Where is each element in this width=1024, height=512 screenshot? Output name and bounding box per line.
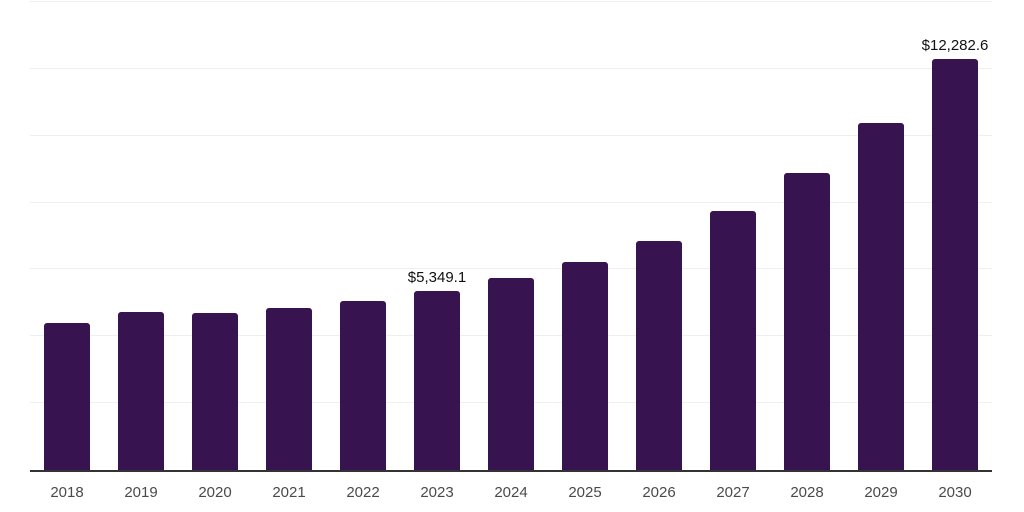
bar-2027 <box>710 210 756 470</box>
x-tick-label-2023: 2023 <box>420 484 454 501</box>
bar-2023 <box>414 291 460 470</box>
x-tick-label-2029: 2029 <box>864 484 898 501</box>
bars-container: $5,349.1 $12,282.6 <box>30 2 992 470</box>
bar-2028 <box>784 173 830 470</box>
data-label-2023: $5,349.1 <box>407 269 467 287</box>
bar-group-2021 <box>252 2 326 470</box>
gridline-6000 <box>30 268 992 270</box>
bar-group-2025 <box>548 2 622 470</box>
bar-group-2029 <box>844 2 918 470</box>
bar-group-2024 <box>474 2 548 470</box>
bar-group-2027 <box>696 2 770 470</box>
gridline-12000 <box>30 67 992 69</box>
x-axis-tick-labels: 2018 2019 2020 2021 2022 2023 2024 2025 2026 2027… <box>30 472 992 500</box>
bar-2024 <box>488 278 534 470</box>
bar-group-2019 <box>104 2 178 470</box>
gridline-14000 <box>30 1 992 2</box>
plot-area: $5,349.1 $12,282.6 <box>30 1 992 472</box>
x-tick-label-2024: 2024 <box>494 484 528 501</box>
bar-2030 <box>932 59 978 470</box>
bar-2029 <box>858 123 904 470</box>
bar-2022 <box>340 300 386 470</box>
x-tick-label-2026: 2026 <box>642 484 676 501</box>
x-tick-label-2018: 2018 <box>50 484 84 501</box>
gridline-10000 <box>30 134 992 136</box>
x-tick-label-2020: 2020 <box>198 484 232 501</box>
bar-2021 <box>266 307 312 470</box>
bar-2026 <box>636 241 682 470</box>
bar-2025 <box>562 262 608 470</box>
bar-group-2028 <box>770 2 844 470</box>
x-tick-label-2019: 2019 <box>124 484 158 501</box>
bar-group-2018 <box>30 2 104 470</box>
bar-group-2026 <box>622 2 696 470</box>
bar-group-2022 <box>326 2 400 470</box>
bar-2020 <box>192 312 238 470</box>
x-tick-label-2025: 2025 <box>568 484 602 501</box>
bar-group-2020 <box>178 2 252 470</box>
bar-group-2030: $12,282.6 <box>918 2 992 470</box>
x-tick-label-2027: 2027 <box>716 484 750 501</box>
bar-2018 <box>44 322 90 470</box>
bar-2019 <box>118 311 164 470</box>
x-tick-label-2022: 2022 <box>346 484 380 501</box>
gridline-8000 <box>30 201 992 203</box>
x-tick-label-2021: 2021 <box>272 484 306 501</box>
x-tick-label-2030: 2030 <box>938 484 972 501</box>
data-label-2030: $12,282.6 <box>921 37 989 55</box>
x-tick-label-2028: 2028 <box>790 484 824 501</box>
bar-group-2023: $5,349.1 <box>400 2 474 470</box>
